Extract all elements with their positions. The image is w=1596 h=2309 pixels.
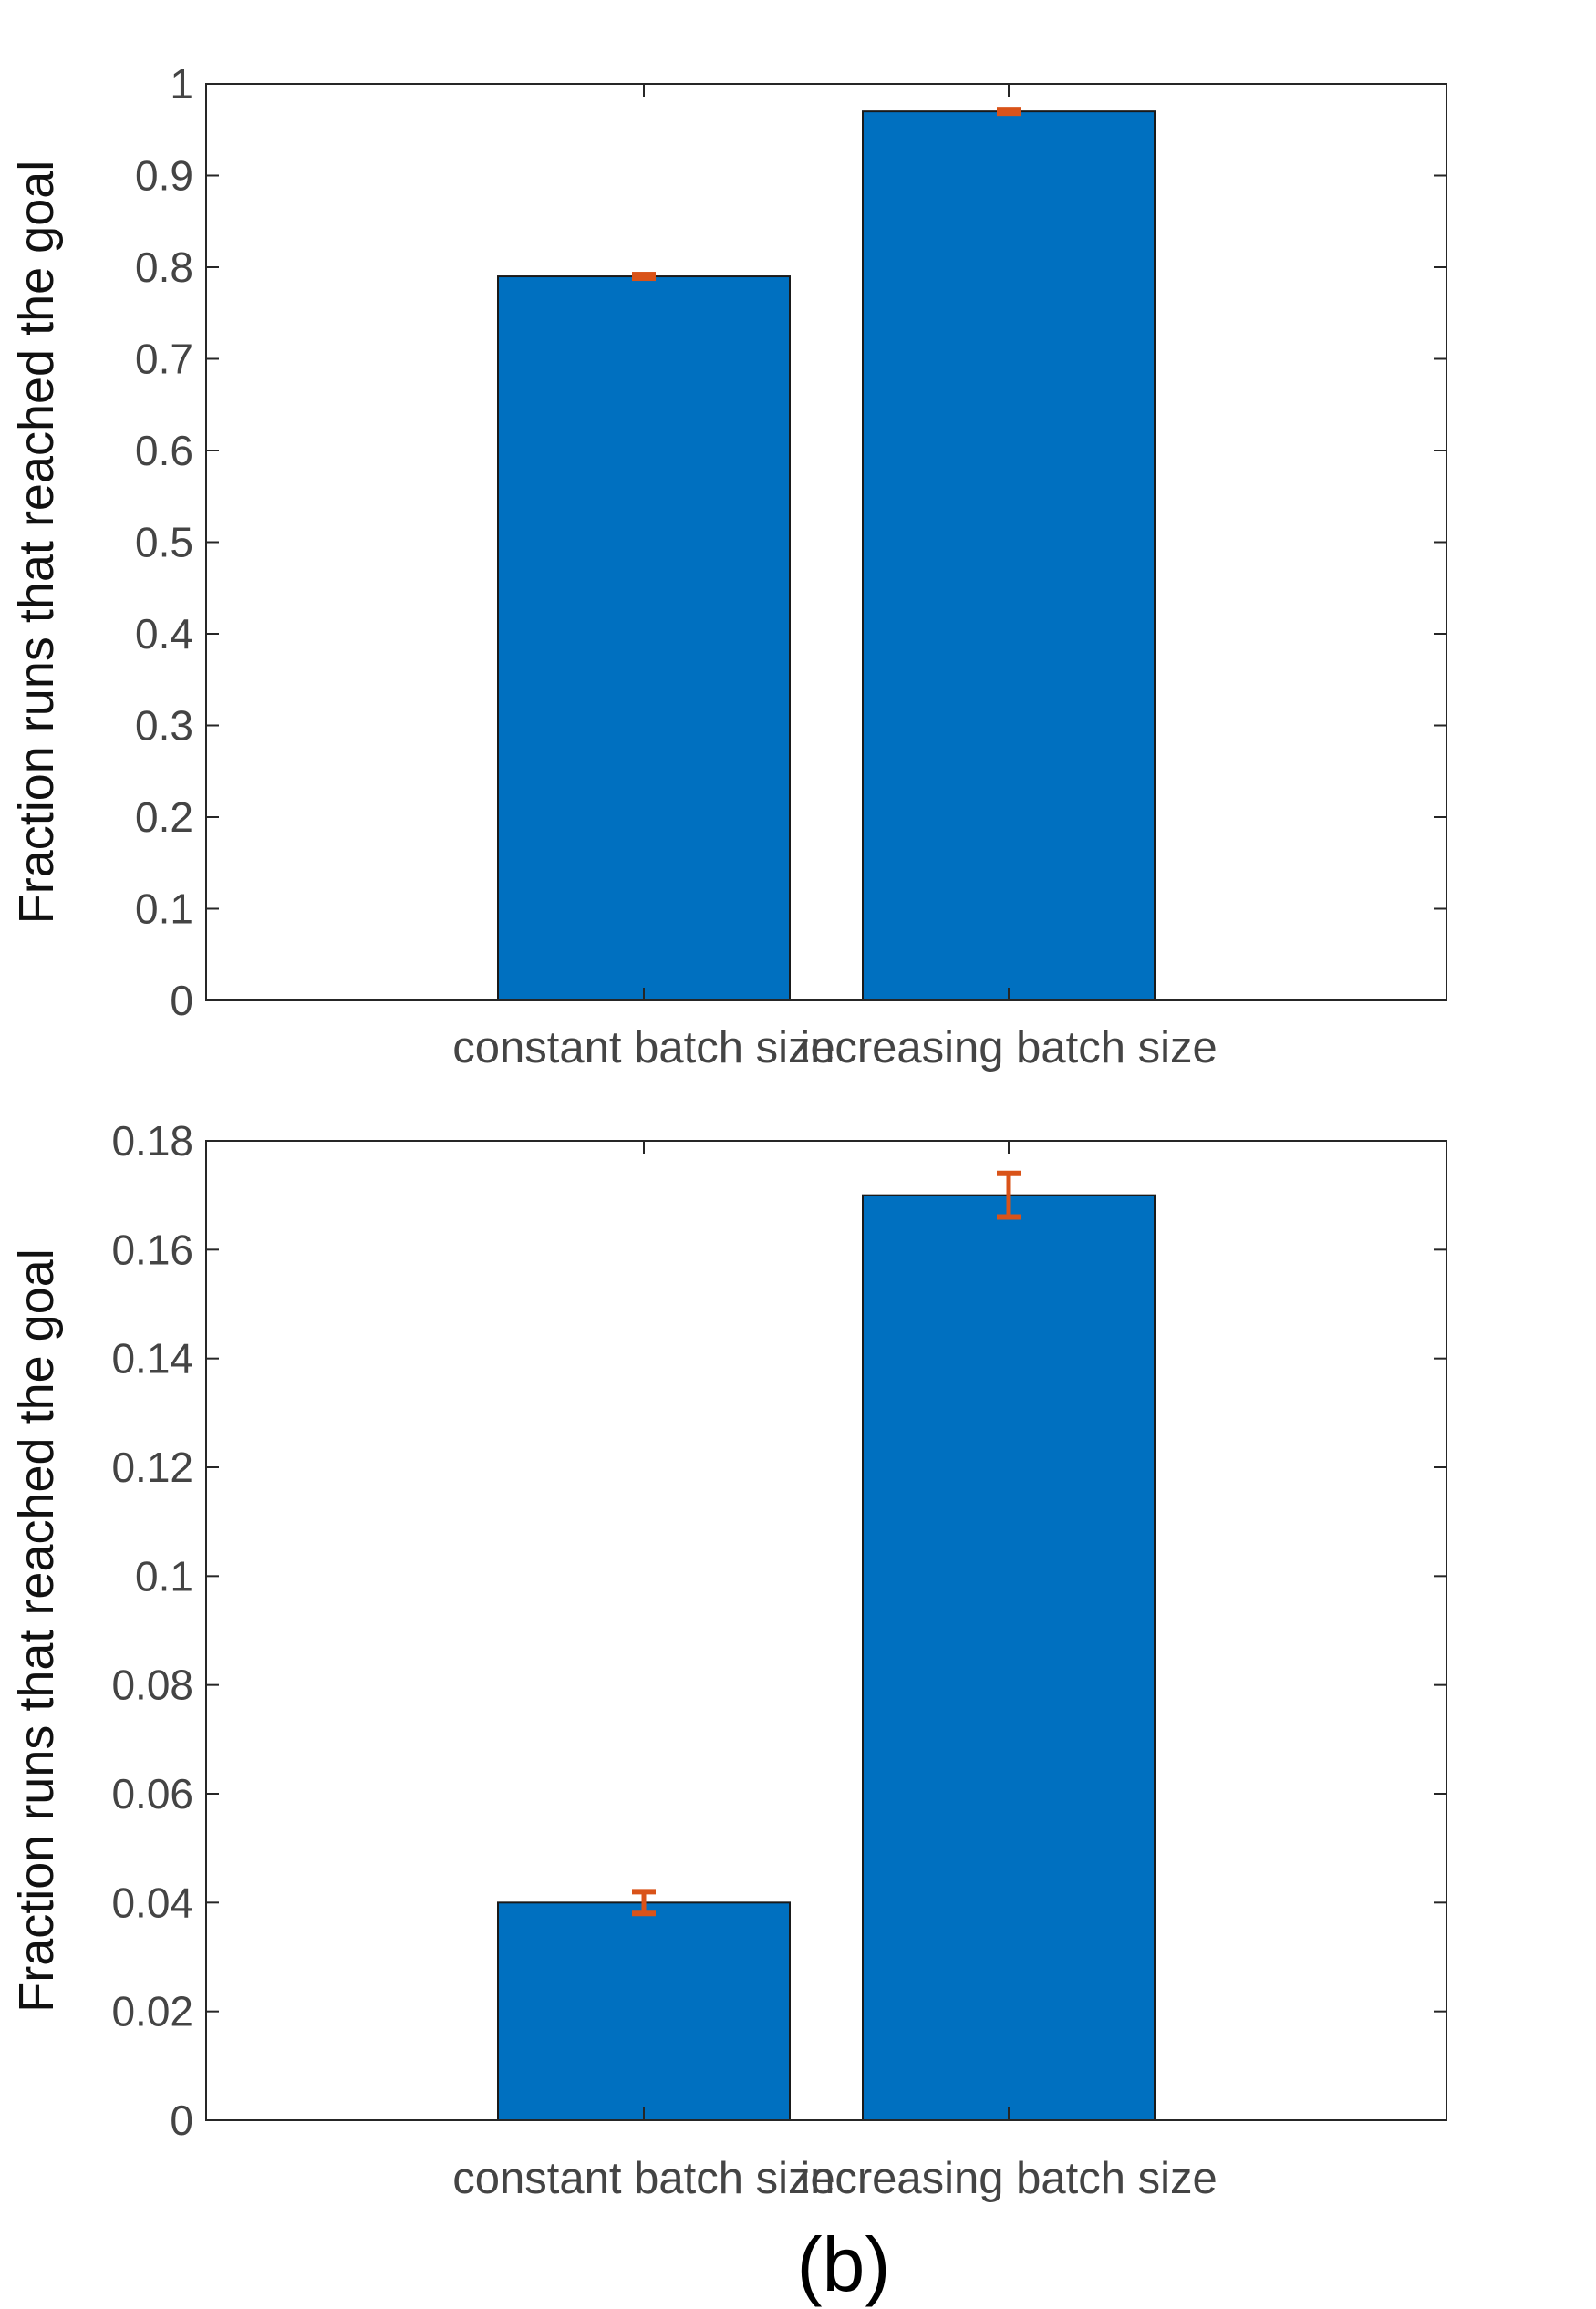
chart-top: 0 0.1 0.2 0.3 0.4 0.5 0.6 0.7 0.8 0.9 1 constant ba… xyxy=(9,60,1447,1072)
top-axes-box xyxy=(205,83,1447,1001)
figure-caption: (b) xyxy=(797,2221,891,2307)
bottom-ytick-label: 0.14 xyxy=(111,1335,193,1382)
bottom-category-label: constant batch size xyxy=(452,2154,834,2203)
bottom-error-bar-2 xyxy=(997,1170,1021,1220)
top-error-cap xyxy=(997,107,1021,117)
bottom-category-label: increasing batch size xyxy=(800,2154,1218,2203)
bottom-ytick-label: 0 xyxy=(170,2097,193,2144)
top-ytick-label: 0.1 xyxy=(135,885,193,933)
top-ytick-label: 0.3 xyxy=(135,702,193,750)
top-ytick-label: 0.8 xyxy=(135,243,193,291)
bottom-error-bar-1 xyxy=(632,1889,656,1917)
bottom-ytick-label: 0.02 xyxy=(111,1988,193,2035)
bottom-ytick-label: 0.18 xyxy=(111,1117,193,1165)
top-category-label: increasing batch size xyxy=(800,1023,1218,1072)
bottom-ytick-label: 0.12 xyxy=(111,1444,193,1491)
top-ytick-label: 1 xyxy=(170,60,193,108)
bottom-ytick-label: 0.04 xyxy=(111,1879,193,1926)
top-ytick-label: 0.6 xyxy=(135,427,193,474)
top-bar-2 xyxy=(862,110,1156,1001)
top-bar-1 xyxy=(497,275,791,1001)
top-ytick-label: 0.5 xyxy=(135,519,193,566)
bottom-ytick-label: 0.08 xyxy=(111,1662,193,1709)
chart-bottom: 0 0.02 0.04 0.06 0.08 0.1 0.12 0.14 0.16 0.18 cons… xyxy=(9,1117,1447,2203)
bottom-ytick-label: 0.1 xyxy=(135,1552,193,1600)
top-error-cap xyxy=(632,272,656,282)
bottom-ytick-label: 0.16 xyxy=(111,1226,193,1273)
top-ytick-label: 0.2 xyxy=(135,793,193,841)
top-error-bar-1 xyxy=(632,272,656,282)
top-category-label: constant batch size xyxy=(452,1023,834,1072)
top-error-bar-2 xyxy=(997,107,1021,117)
bottom-bar-1 xyxy=(497,1901,791,2121)
top-y-axis-label: Fraction runs that reached the goal xyxy=(9,160,64,925)
top-ytick-label: 0.7 xyxy=(135,336,193,383)
top-ytick-label: 0.4 xyxy=(135,610,193,657)
top-ytick-label: 0 xyxy=(170,977,193,1024)
bottom-y-axis-label: Fraction runs that reached the goal xyxy=(9,1248,64,2013)
bottom-ytick-label: 0.06 xyxy=(111,1770,193,1817)
top-ytick-label: 0.9 xyxy=(135,152,193,200)
bottom-axes-box xyxy=(205,1140,1447,2121)
bottom-bar-2 xyxy=(862,1194,1156,2121)
